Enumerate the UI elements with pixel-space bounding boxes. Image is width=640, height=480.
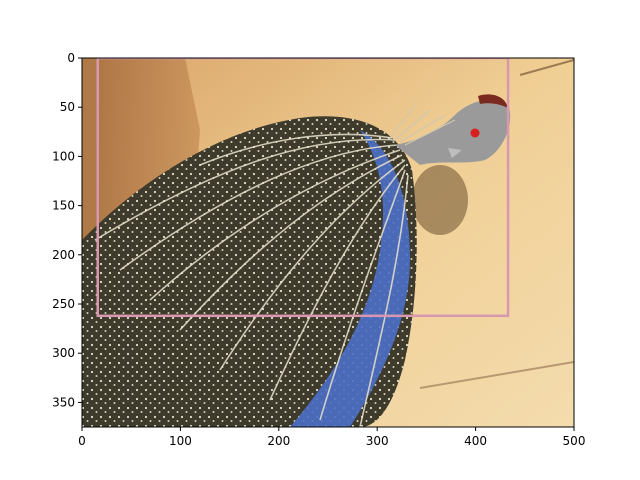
x-tick-label: 300 [366,434,389,448]
x-tick-label: 400 [464,434,487,448]
y-tick-label: 200 [52,248,75,262]
y-tick-label: 100 [52,149,75,163]
x-tick-label: 0 [78,434,86,448]
bounding-box [96,58,510,318]
x-axis: 0 100 200 300 400 500 [78,427,585,448]
photo [82,58,574,427]
y-tick-label: 0 [67,51,75,65]
y-tick-label: 50 [60,100,75,114]
y-tick-label: 150 [52,199,75,213]
y-axis: 0 50 100 150 200 250 300 350 [52,51,82,409]
x-tick-label: 200 [267,434,290,448]
y-tick-label: 300 [52,346,75,360]
guineafowl [82,94,511,427]
y-tick-label: 350 [52,395,75,409]
y-tick-label: 250 [52,297,75,311]
axes-frame [81,57,575,428]
x-tick-label: 100 [169,434,192,448]
x-tick-label: 500 [563,434,586,448]
